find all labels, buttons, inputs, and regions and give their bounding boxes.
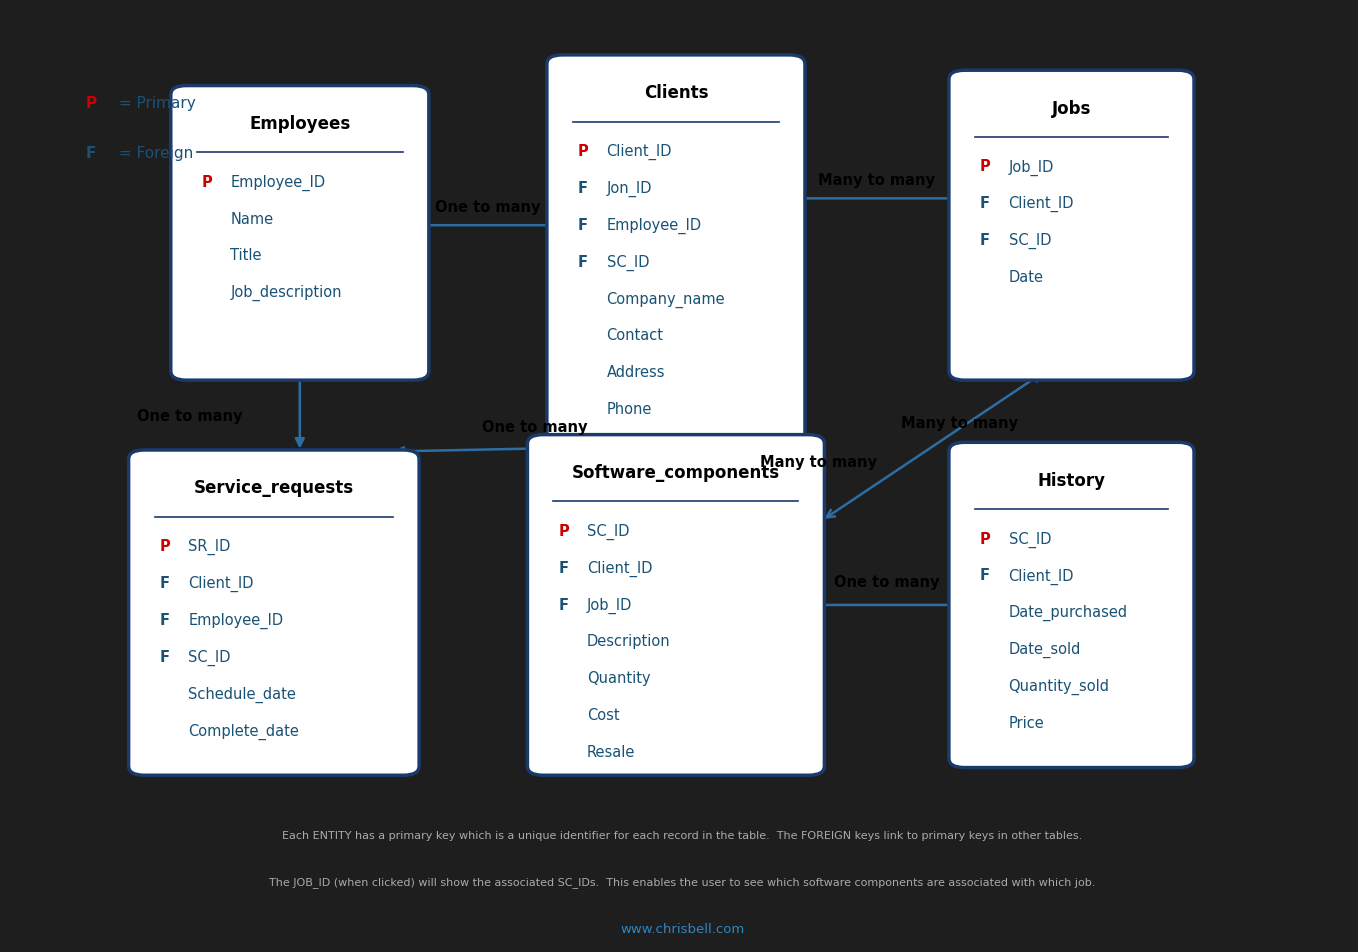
Text: Address: Address [607,365,665,380]
Text: Schedule_date: Schedule_date [189,685,296,702]
Text: Phone: Phone [607,402,652,416]
Text: Job_ID: Job_ID [587,597,633,613]
FancyBboxPatch shape [949,443,1194,767]
Text: F: F [579,217,588,232]
Text: Job_description: Job_description [231,285,342,301]
Text: = Primary: = Primary [114,96,196,110]
Text: Date: Date [1009,269,1043,285]
Text: One to many: One to many [482,420,588,435]
Text: Many to many: Many to many [760,454,877,469]
Text: F: F [160,575,170,590]
Text: Client_ID: Client_ID [189,575,254,591]
Text: Jobs: Jobs [1052,100,1090,117]
Text: P: P [980,531,991,545]
Text: Title: Title [231,248,262,263]
Text: Client_ID: Client_ID [587,560,653,576]
Text: P: P [160,539,171,554]
FancyBboxPatch shape [527,435,824,776]
Text: One to many: One to many [137,408,242,423]
Text: Quantity: Quantity [587,670,650,685]
Text: P: P [86,96,96,110]
Text: SC_ID: SC_ID [1009,233,1051,249]
FancyBboxPatch shape [171,87,429,381]
Text: Employee_ID: Employee_ID [189,612,284,628]
Text: Name: Name [231,211,273,227]
Text: F: F [980,233,990,248]
Text: Contact: Contact [607,327,664,343]
Text: www.chrisbell.com: www.chrisbell.com [621,922,744,935]
Text: F: F [579,254,588,269]
Text: SC_ID: SC_ID [607,254,649,270]
Text: F: F [558,560,569,575]
Text: SC_ID: SC_ID [189,649,231,665]
Text: One to many: One to many [435,199,540,214]
Text: Description: Description [587,634,671,648]
Text: P: P [579,144,589,159]
Text: Company_name: Company_name [607,291,725,307]
Text: Date_sold: Date_sold [1009,642,1081,658]
Text: F: F [980,567,990,583]
Text: Jon_ID: Jon_ID [607,181,652,197]
Text: F: F [160,649,170,664]
Text: Employees: Employees [249,115,350,133]
Text: P: P [202,174,213,189]
Text: P: P [980,159,991,174]
Text: Quantity_sold: Quantity_sold [1009,678,1109,694]
Text: Resale: Resale [587,744,636,759]
Text: P: P [558,524,569,538]
FancyBboxPatch shape [129,450,420,776]
Text: SC_ID: SC_ID [1009,531,1051,547]
Text: The JOB_ID (when clicked) will show the associated SC_IDs.  This enables the use: The JOB_ID (when clicked) will show the … [269,877,1096,887]
Text: SR_ID: SR_ID [189,539,231,555]
FancyBboxPatch shape [949,71,1194,381]
Text: Cost: Cost [587,707,619,723]
Text: Clients: Clients [644,84,708,102]
Text: History: History [1038,471,1105,489]
Text: = Foreign: = Foreign [114,146,194,161]
Text: F: F [579,181,588,196]
Text: Employee_ID: Employee_ID [607,217,702,233]
FancyBboxPatch shape [547,56,805,457]
Text: F: F [980,196,990,211]
Text: Price: Price [1009,715,1044,730]
Text: Software_components: Software_components [572,464,779,482]
Text: Client_ID: Client_ID [1009,567,1074,584]
Text: F: F [558,597,569,612]
Text: Client_ID: Client_ID [1009,196,1074,212]
Text: Job_ID: Job_ID [1009,159,1054,175]
Text: Date_purchased: Date_purchased [1009,605,1127,621]
Text: Employee_ID: Employee_ID [231,174,326,190]
Text: F: F [160,612,170,627]
Text: Complete_date: Complete_date [189,723,299,739]
Text: Many to many: Many to many [902,416,1018,431]
Text: Many to many: Many to many [819,172,936,188]
Text: SC_ID: SC_ID [587,524,630,540]
Text: F: F [86,146,96,161]
Text: Client_ID: Client_ID [607,144,672,160]
Text: Each ENTITY has a primary key which is a unique identifier for each record in th: Each ENTITY has a primary key which is a… [282,830,1082,841]
Text: One to many: One to many [834,575,940,590]
Text: Service_requests: Service_requests [194,479,354,497]
